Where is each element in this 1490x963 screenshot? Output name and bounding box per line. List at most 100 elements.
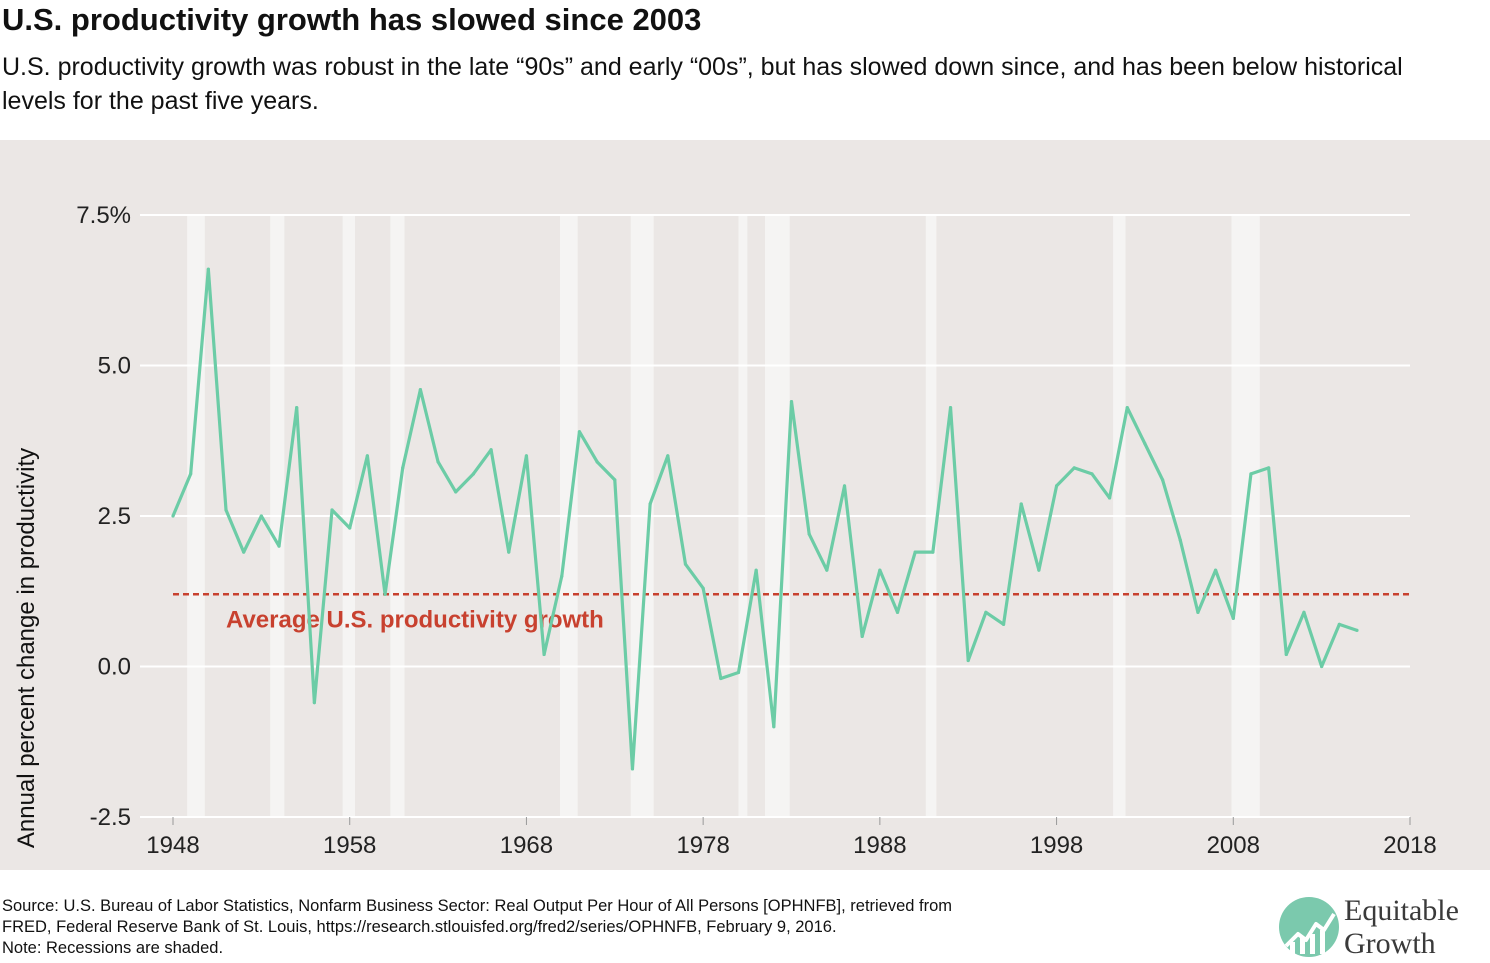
data-point [418, 387, 422, 392]
data-point [1320, 664, 1324, 669]
data-point [1249, 472, 1253, 476]
x-tick-label: 1948 [146, 832, 199, 859]
data-point [772, 725, 776, 729]
data-point [1143, 442, 1147, 446]
data-point [242, 550, 246, 554]
logo-wordmark: Equitable Growth [1344, 894, 1459, 960]
growth-chart-icon [1279, 897, 1339, 957]
data-point [1267, 466, 1271, 470]
y-axis-ticks: -2.5 0.0 2.5 5.0 7.5% [76, 202, 131, 831]
data-point [860, 634, 864, 638]
data-point [1161, 478, 1165, 482]
data-point [1072, 466, 1076, 470]
data-point [1178, 538, 1182, 542]
data-point [683, 562, 688, 566]
data-point [577, 430, 582, 434]
data-point [1001, 622, 1006, 626]
data-point [436, 460, 440, 464]
data-point [1214, 568, 1218, 572]
data-point [383, 592, 387, 596]
y-tick-label: 2.5 [98, 503, 131, 530]
data-point [401, 466, 405, 470]
data-point [224, 508, 228, 512]
data-point [1355, 628, 1359, 632]
x-tick-label: 1968 [500, 832, 553, 859]
data-point [1231, 616, 1235, 620]
data-point [489, 448, 493, 452]
data-point [913, 550, 917, 554]
data-point [666, 454, 670, 458]
y-axis-label: Annual percent change in productivity [13, 448, 40, 848]
y-tick-label: 0.0 [98, 654, 131, 681]
x-tick-label: 2018 [1383, 832, 1436, 859]
data-point [542, 652, 546, 657]
data-point [330, 508, 334, 512]
data-point [842, 484, 847, 488]
source-line: Source: U.S. Bureau of Labor Statistics,… [2, 897, 953, 915]
data-point [295, 406, 299, 410]
data-point [1037, 568, 1041, 572]
data-point [1284, 652, 1288, 657]
data-point [454, 490, 458, 494]
chart-title: U.S. productivity growth has slowed sinc… [2, 2, 702, 37]
data-point [825, 568, 829, 572]
data-point [1019, 502, 1023, 506]
data-point [560, 574, 564, 578]
data-point [171, 514, 175, 518]
data-point [1196, 610, 1200, 614]
data-point [648, 502, 652, 506]
equitable-growth-logo: Equitable Growth [1278, 894, 1490, 960]
x-tick-label: 1988 [853, 832, 906, 859]
productivity-series-line [171, 267, 1358, 771]
data-point [807, 532, 811, 536]
data-point [895, 610, 900, 614]
recession-note: Note: Recessions are shaded. [2, 939, 224, 957]
x-axis-ticks: 1948 1958 1968 1978 1988 1998 2008 2018 [146, 817, 1437, 859]
y-tick-label: -2.5 [90, 804, 131, 831]
data-point [189, 472, 193, 476]
data-point [736, 670, 741, 675]
series-layer [171, 267, 1359, 771]
data-point [1090, 472, 1094, 476]
data-point [524, 454, 529, 458]
data-point [878, 568, 882, 572]
data-point [966, 658, 970, 663]
source-line: FRED, Federal Reserve Bank of St. Louis,… [2, 918, 837, 936]
x-tick-label: 1958 [323, 832, 376, 859]
data-point [1125, 406, 1129, 410]
data-point [277, 544, 281, 548]
x-tick-label: 1998 [1030, 832, 1083, 859]
data-point [948, 406, 953, 410]
data-point [1107, 496, 1112, 500]
data-point [789, 400, 794, 404]
data-point [1302, 610, 1306, 614]
chart-subtitle: U.S. productivity growth was robust in t… [2, 53, 1403, 115]
data-point [507, 550, 511, 554]
data-point [754, 568, 758, 572]
data-point [719, 676, 723, 681]
x-tick-label: 1978 [676, 832, 729, 859]
logo-line-2: Growth [1344, 927, 1436, 960]
data-point [1337, 622, 1341, 626]
data-point [312, 701, 316, 705]
data-point [701, 586, 705, 590]
data-point [206, 267, 210, 271]
productivity-line-chart: Average U.S. productivity growth -2.5 0.0… [13, 202, 1437, 859]
data-point [595, 460, 599, 464]
x-tick-label: 2008 [1207, 832, 1260, 859]
data-point [1054, 484, 1059, 488]
data-point [984, 610, 988, 614]
data-point [471, 472, 476, 476]
data-point [613, 478, 617, 482]
data-point [630, 767, 635, 771]
data-point [348, 526, 352, 530]
y-tick-label: 5.0 [98, 353, 131, 380]
y-tick-label: 7.5% [76, 202, 131, 229]
data-point [259, 514, 263, 518]
plot-panel: Average U.S. productivity growth -2.5 0.0… [0, 140, 1490, 870]
data-point [931, 550, 935, 554]
average-line-label: Average U.S. productivity growth [226, 606, 604, 633]
logo-line-1: Equitable [1344, 894, 1459, 927]
source-note: Source: U.S. Bureau of Labor Statistics,… [2, 896, 1192, 959]
average-line-group: Average U.S. productivity growth [173, 593, 1410, 633]
